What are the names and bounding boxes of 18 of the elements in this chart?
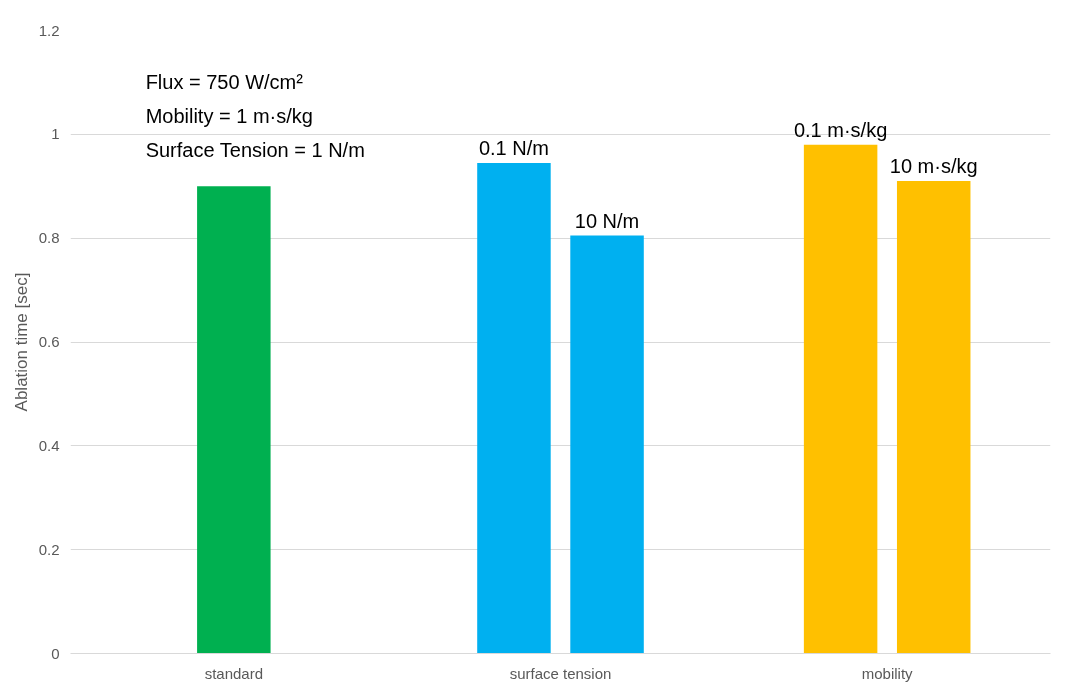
y-tick-label: 1.2 — [38, 21, 60, 39]
x-tick-label: surface tension — [509, 664, 612, 682]
x-tick-label: standard — [204, 664, 264, 682]
series-label: 0.1 N/m — [478, 136, 549, 159]
y-tick-label: 0.2 — [38, 540, 60, 558]
y-tick-label: 0 — [51, 644, 60, 662]
y-tick-label: 1 — [51, 125, 60, 143]
series-label: 10 m·s/kg — [889, 155, 978, 178]
y-tick-label: 0.6 — [38, 333, 60, 350]
series-label: 10 N/m — [574, 209, 640, 232]
x-tick-label: mobility — [861, 664, 914, 682]
annotation: Surface Tension = 1 N/m — [145, 139, 365, 162]
annotation: Flux = 750 W/cm² — [145, 70, 304, 93]
annotation: Mobility = 1 m·s/kg — [145, 105, 313, 128]
series-label: 0.1 m·s/kg — [793, 118, 888, 141]
y-tick-label: 0.4 — [38, 436, 60, 454]
y-axis-title: Ablation time [sec] — [11, 272, 31, 412]
y-tick-label: 0.8 — [38, 229, 60, 247]
